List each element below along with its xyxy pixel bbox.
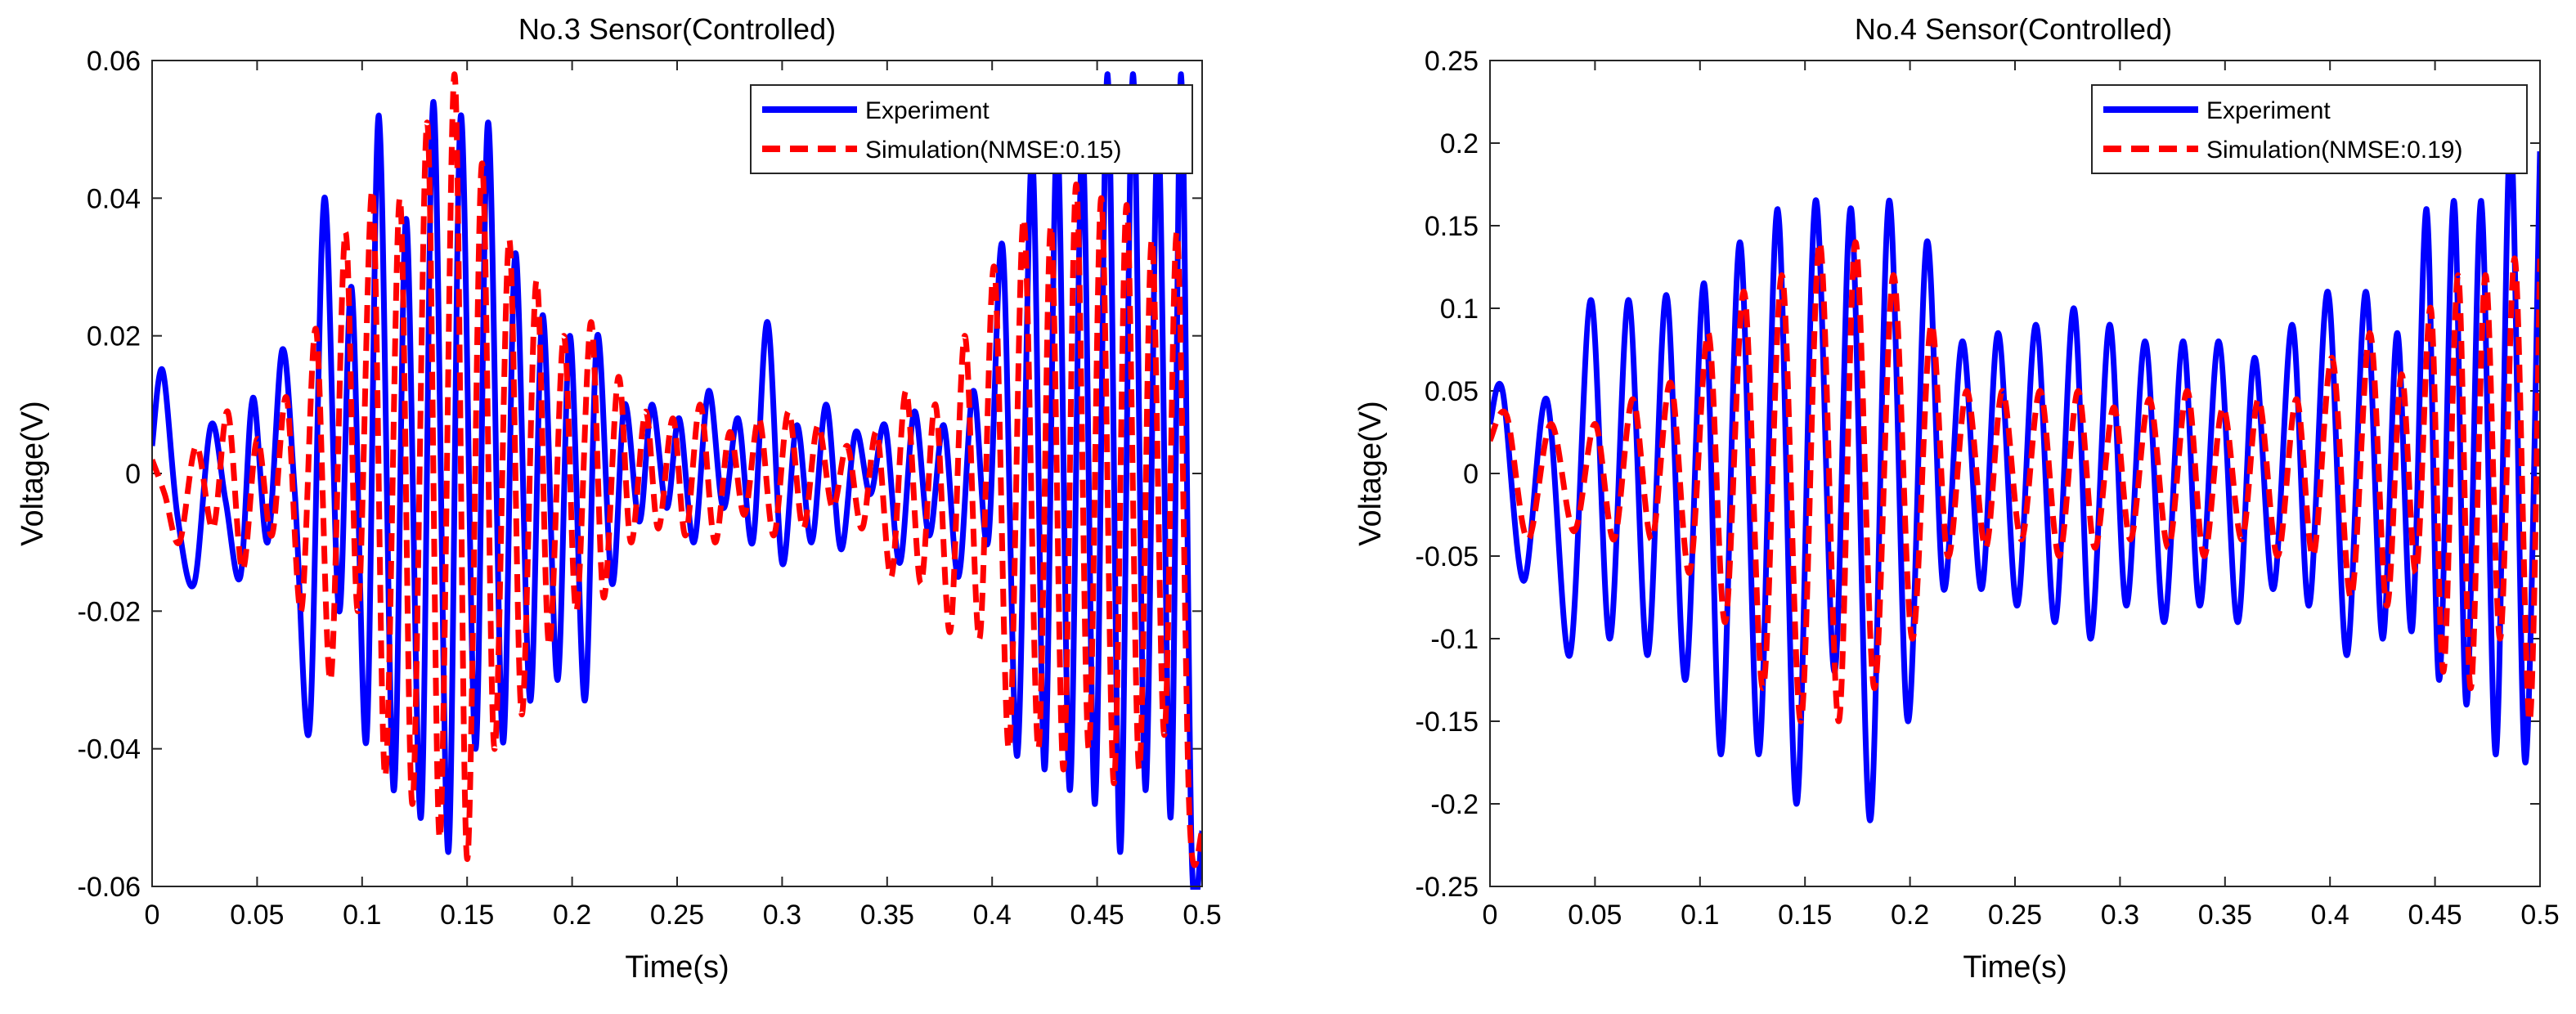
y-tick-label: -0.02: [78, 596, 141, 627]
y-tick-label: 0.06: [87, 46, 141, 77]
x-tick-label: 0.4: [973, 900, 1012, 931]
legend-label-experiment: Experiment: [2206, 97, 2331, 124]
y-tick-label: -0.15: [1416, 707, 1479, 738]
x-tick-label: 0.5: [1183, 900, 1221, 931]
y-tick-label: 0.15: [1425, 211, 1479, 242]
x-axis-label: Time(s): [1963, 950, 2067, 985]
x-tick-label: 0.45: [1070, 900, 1124, 931]
x-tick-label: 0.05: [230, 900, 284, 931]
x-tick-label: 0: [1483, 900, 1498, 931]
legend: Experiment Simulation(NMSE:0.15): [750, 84, 1193, 174]
x-axis-label: Time(s): [625, 950, 729, 985]
x-tick-label: 0.35: [860, 900, 914, 931]
x-tick-label: 0.45: [2408, 900, 2462, 931]
legend: Experiment Simulation(NMSE:0.19): [2091, 84, 2528, 174]
x-tick-label: 0: [145, 900, 160, 931]
series-line-simulation: [152, 71, 1202, 868]
legend-box: [2091, 84, 2528, 174]
x-tick-label: 0.3: [2101, 900, 2139, 931]
series-line-simulation: [1490, 239, 2540, 725]
series-line-experiment: [152, 71, 1202, 890]
y-tick-label: -0.1: [1430, 624, 1479, 655]
y-tick-label: -0.06: [78, 872, 141, 903]
x-tick-label: 0.2: [553, 900, 591, 931]
y-tick-label: 0: [1463, 459, 1479, 490]
plot-area: [1490, 132, 2540, 823]
y-axis-label: Voltage(V): [1353, 401, 1388, 545]
x-tick-label: 0.4: [2311, 900, 2349, 931]
y-tick-label: 0.05: [1425, 376, 1479, 407]
y-tick-label: 0: [125, 459, 141, 490]
y-tick-label: -0.25: [1416, 872, 1479, 903]
y-tick-label: -0.05: [1416, 541, 1479, 572]
x-tick-label: 0.15: [440, 900, 494, 931]
chart-title: No.4 Sensor(Controlled): [1855, 12, 2172, 46]
tick-group: 0 0.05 0.1 0.15 0.2 0.25 0.3 0.35 0.4 0.45 0.5 -0.2…: [1416, 46, 2560, 931]
plot-area: [152, 71, 1202, 890]
x-tick-label: 0.05: [1568, 900, 1622, 931]
y-tick-label: 0.2: [1440, 128, 1479, 159]
x-tick-label: 0.25: [650, 900, 704, 931]
axes-frame: [1489, 60, 2541, 887]
x-tick-label: 0.1: [1681, 900, 1719, 931]
y-tick-label: 0.25: [1425, 46, 1479, 77]
legend-label-experiment: Experiment: [865, 97, 990, 124]
axes-frame: [151, 60, 1203, 887]
y-axis-label: Voltage(V): [16, 401, 50, 545]
x-tick-label: 0.2: [1891, 900, 1929, 931]
x-tick-label: 0.3: [763, 900, 801, 931]
y-tick-label: -0.04: [78, 734, 141, 765]
y-tick-label: 0.1: [1440, 294, 1479, 325]
tick-group: 0 0.05 0.1 0.15 0.2 0.25 0.3 0.35 0.4 0.45 0.5 -0.0…: [78, 46, 1222, 931]
chart-panel-no3: No.3 Sensor(Controlled) 0 0.05 0.1 0.15 0.2 0…: [16, 12, 1222, 985]
x-tick-label: 0.5: [2520, 900, 2559, 931]
y-tick-label: 0.02: [87, 321, 141, 352]
y-tick-label: -0.2: [1430, 789, 1479, 820]
chart-title: No.3 Sensor(Controlled): [518, 12, 836, 46]
x-tick-label: 0.25: [1988, 900, 2042, 931]
legend-box: [750, 84, 1193, 174]
chart-panel-no4: No.4 Sensor(Controlled) 0 0.05 0.1 0.15 0.2 0…: [1353, 12, 2560, 985]
legend-label-simulation: Simulation(NMSE:0.19): [2206, 137, 2462, 164]
legend-label-simulation: Simulation(NMSE:0.15): [865, 137, 1121, 164]
x-tick-label: 0.15: [1778, 900, 1832, 931]
y-tick-label: 0.04: [87, 183, 141, 214]
x-tick-label: 0.35: [2198, 900, 2252, 931]
series-line-experiment: [1490, 132, 2540, 823]
x-tick-label: 0.1: [343, 900, 381, 931]
